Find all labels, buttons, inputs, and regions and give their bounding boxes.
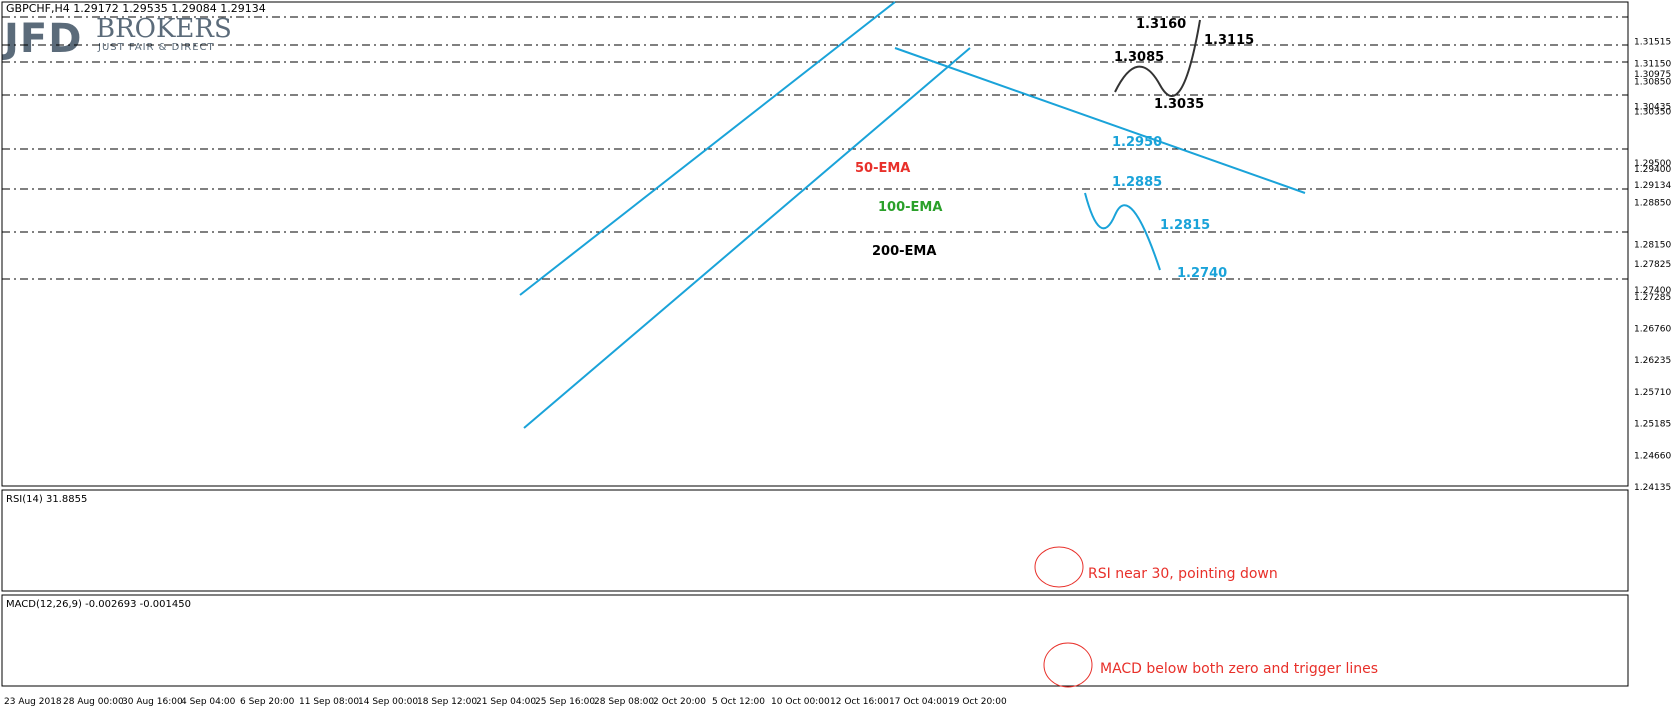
x-tick-3: 4 Sep 04:00 — [181, 697, 236, 707]
x-tick-13: 10 Oct 00:00 — [771, 697, 830, 707]
x-tick-16: 19 Oct 20:00 — [948, 697, 1007, 707]
chart-header: GBPCHF,H4 1.29172 1.29535 1.29084 1.2913… — [6, 2, 266, 15]
level-label-2740: 1.2740 — [1177, 266, 1227, 281]
x-tick-8: 21 Sep 04:00 — [476, 697, 536, 707]
resistance-line — [894, 47, 1306, 194]
x-tick-0: 23 Aug 2018 — [4, 697, 62, 707]
y-tick-16: 1.25710 — [1634, 388, 1671, 398]
x-tick-4: 6 Sep 20:00 — [240, 697, 295, 707]
y-tick-9: 1.28850 — [1634, 198, 1671, 208]
jfd-logo: JFD — [4, 16, 83, 62]
rsi-pane — [1, 489, 1629, 592]
y-tick-7: 1.29400 — [1634, 165, 1671, 175]
x-tick-9: 25 Sep 16:00 — [535, 697, 595, 707]
macd-callout: MACD below both zero and trigger lines — [1100, 661, 1378, 677]
y-tick-13: 1.27285 — [1634, 293, 1671, 303]
symbol-label: GBPCHF,H4 — [6, 2, 70, 15]
level-label-3160: 1.3160 — [1136, 17, 1186, 32]
y-tick-4: 1.30435 — [1634, 103, 1671, 113]
level-label-3115: 1.3115 — [1204, 33, 1254, 48]
y-tick-18: 1.24660 — [1634, 451, 1671, 461]
channel-upper — [519, 1, 896, 296]
x-tick-11: 2 Oct 20:00 — [653, 697, 706, 707]
ema100-label: 100-EMA — [878, 200, 942, 215]
price-pane — [1, 1, 1629, 487]
macd-title: MACD(12,26,9) -0.002693 -0.001450 — [6, 599, 191, 610]
bullish-path — [1114, 19, 1201, 97]
level-label-2885: 1.2885 — [1112, 175, 1162, 190]
x-tick-15: 17 Oct 04:00 — [889, 697, 948, 707]
y-tick-10: 1.28150 — [1634, 241, 1671, 251]
y-tick-3: 1.30850 — [1634, 78, 1671, 88]
y-tick-8: 1.29134 — [1634, 181, 1671, 191]
ema50-label: 50-EMA — [855, 161, 910, 176]
y-tick-5: 1.30350 — [1634, 108, 1671, 118]
y-tick-14: 1.26760 — [1634, 324, 1671, 334]
x-tick-6: 14 Sep 00:00 — [358, 697, 418, 707]
x-tick-12: 5 Oct 12:00 — [712, 697, 765, 707]
x-tick-14: 12 Oct 16:00 — [830, 697, 889, 707]
rsi-callout: RSI near 30, pointing down — [1088, 566, 1278, 582]
y-tick-1: 1.31150 — [1634, 59, 1671, 69]
y-tick-0: 1.31515 — [1634, 37, 1671, 47]
channel-lower — [523, 47, 971, 429]
level-label-3035: 1.3035 — [1154, 97, 1204, 112]
x-tick-2: 30 Aug 16:00 — [122, 697, 183, 707]
ema200-label: 200-EMA — [872, 244, 936, 259]
x-tick-1: 28 Aug 00:00 — [63, 697, 124, 707]
bearish-path — [1084, 192, 1161, 271]
x-tick-10: 28 Sep 08:00 — [594, 697, 654, 707]
macd-pane — [1, 594, 1629, 687]
macd-callout-circle — [1043, 642, 1093, 688]
level-label-2815: 1.2815 — [1160, 218, 1210, 233]
brokers-logo: BROKERS — [96, 14, 232, 44]
x-tick-5: 11 Sep 08:00 — [299, 697, 359, 707]
level-label-2950: 1.2950 — [1112, 135, 1162, 150]
x-tick-7: 18 Sep 12:00 — [417, 697, 477, 707]
ohlc-label: 1.29172 1.29535 1.29084 1.29134 — [73, 2, 266, 15]
tagline: JUST FAIR & DIRECT — [98, 42, 215, 53]
y-tick-17: 1.25185 — [1634, 420, 1671, 430]
rsi-callout-circle — [1034, 546, 1084, 588]
y-tick-19: 1.24135 — [1634, 483, 1671, 493]
rsi-title: RSI(14) 31.8855 — [6, 494, 87, 505]
y-tick-6: 1.29500 — [1634, 159, 1671, 169]
level-label-3085: 1.3085 — [1114, 50, 1164, 65]
y-tick-2: 1.30975 — [1634, 70, 1671, 80]
y-tick-11: 1.27825 — [1634, 260, 1671, 270]
y-tick-12: 1.27400 — [1634, 286, 1671, 296]
y-tick-15: 1.26235 — [1634, 356, 1671, 366]
